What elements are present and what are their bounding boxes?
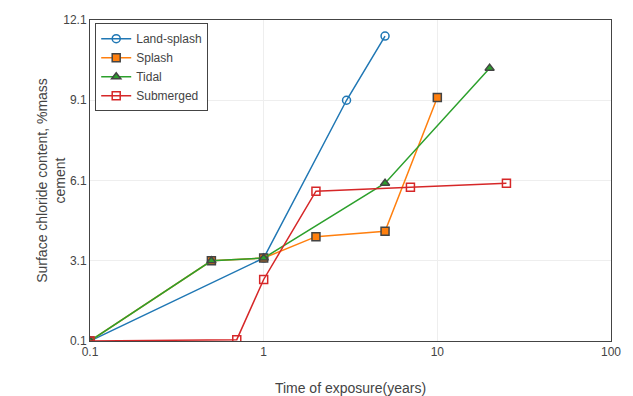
- svg-text:100: 100: [601, 345, 621, 359]
- svg-text:Splash: Splash: [136, 51, 173, 65]
- svg-text:Surface chloride content, %mas: Surface chloride content, %masscement: [34, 78, 68, 283]
- svg-text:Tidal: Tidal: [136, 70, 162, 84]
- svg-text:Time of exposure(years): Time of exposure(years): [275, 380, 426, 396]
- svg-text:1: 1: [260, 345, 267, 359]
- svg-text:Submerged: Submerged: [136, 89, 198, 103]
- svg-text:6.1: 6.1: [70, 174, 87, 188]
- svg-text:12.1: 12.1: [63, 13, 87, 27]
- svg-text:0.1: 0.1: [82, 345, 99, 359]
- svg-text:10: 10: [431, 345, 445, 359]
- svg-text:0.1: 0.1: [70, 334, 87, 348]
- svg-text:9.1: 9.1: [70, 93, 87, 107]
- svg-text:3.1: 3.1: [70, 254, 87, 268]
- svg-text:Land-splash: Land-splash: [136, 32, 201, 46]
